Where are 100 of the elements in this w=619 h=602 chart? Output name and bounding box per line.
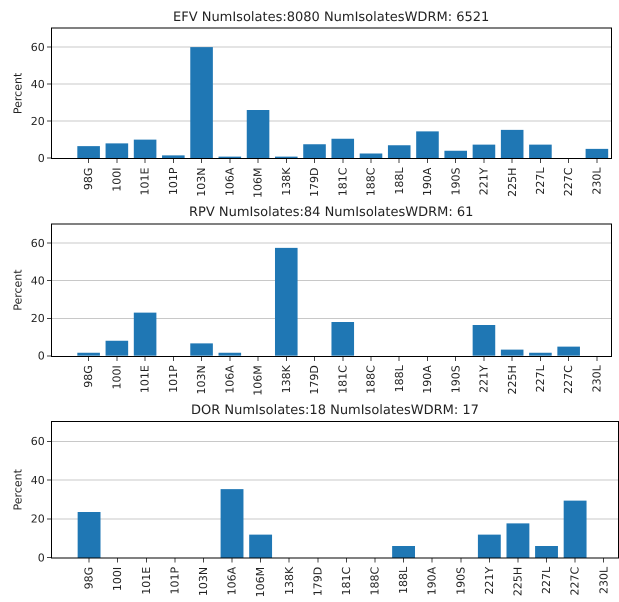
bar <box>274 248 298 356</box>
x-tick-label: 106A <box>223 167 236 196</box>
bar <box>106 143 128 158</box>
x-tick-label: 101P <box>168 566 182 594</box>
bar <box>331 138 354 158</box>
x-tick-label: 188L <box>397 566 410 594</box>
x-tick-label: 225H <box>506 168 519 197</box>
x-tick-label: 100I <box>111 566 124 592</box>
x-tick-label: 181C <box>340 566 353 596</box>
bar <box>134 312 156 356</box>
bar <box>535 546 558 558</box>
bar <box>360 154 382 158</box>
x-tick-label: 106A <box>223 364 236 394</box>
bar <box>586 148 608 158</box>
x-tick-label: 227L <box>534 166 547 195</box>
x-tick-label: 103N <box>195 365 208 394</box>
y-tick-label: 40 <box>30 78 45 92</box>
y-tick-label: 20 <box>30 114 45 128</box>
bar <box>557 346 580 356</box>
bar <box>500 130 524 158</box>
x-tick-label: 188L <box>392 166 406 195</box>
x-tick-label: 190S <box>449 365 462 394</box>
bar <box>220 489 244 558</box>
bar <box>162 155 185 158</box>
bar <box>249 534 272 558</box>
bar <box>416 131 439 158</box>
x-tick-label: 188C <box>364 364 378 394</box>
x-tick-label: 101E <box>138 365 152 394</box>
y-tick-label: 20 <box>30 512 45 526</box>
x-tick-label: 106M <box>252 365 265 396</box>
chart-title: DOR NumIsolates:18 NumIsolatesWDRM: 17 <box>191 403 479 418</box>
x-tick-label: 181C <box>336 364 350 394</box>
x-tick-label: 221Y <box>482 566 496 595</box>
x-tick-label: 190A <box>426 566 439 596</box>
x-tick-label: 100I <box>110 168 124 192</box>
x-tick-label: 179D <box>311 566 324 596</box>
x-tick-label: 179D <box>308 168 322 198</box>
y-tick-label: 40 <box>30 474 45 487</box>
x-tick-label: 103N <box>195 168 208 197</box>
bar <box>190 47 213 158</box>
bar <box>106 340 128 356</box>
x-tick-label: 101P <box>166 167 180 196</box>
y-axis-title: Percent <box>11 72 24 114</box>
y-tick-label: 0 <box>38 350 45 363</box>
bar <box>472 144 496 158</box>
bar <box>331 322 354 356</box>
x-tick-label: 190A <box>421 167 434 196</box>
bar <box>388 145 411 158</box>
x-tick-label: 230L <box>590 166 604 195</box>
y-tick-label: 40 <box>30 274 45 288</box>
x-tick-label: 100I <box>110 365 124 390</box>
bar <box>246 110 270 158</box>
y-tick-label: 0 <box>38 152 45 165</box>
x-tick-label: 106M <box>254 566 268 598</box>
x-tick-label: 101E <box>138 167 152 196</box>
bar <box>500 350 524 356</box>
x-tick-label: 138K <box>280 166 293 196</box>
x-tick-label: 227C <box>568 566 582 596</box>
x-tick-label: 101P <box>166 364 180 393</box>
x-tick-label: 225H <box>506 365 519 394</box>
x-tick-label: 227L <box>534 364 547 392</box>
x-tick-label: 98G <box>82 566 96 590</box>
x-tick-label: 98G <box>82 168 96 190</box>
y-axis-title: Percent <box>11 468 24 510</box>
x-tick-label: 188L <box>392 364 406 392</box>
y-tick-label: 60 <box>30 41 45 54</box>
x-tick-label: 221Y <box>478 167 491 196</box>
y-tick-label: 60 <box>30 236 45 250</box>
x-tick-label: 98G <box>82 365 96 388</box>
y-axis-title: Percent <box>11 268 24 311</box>
y-tick-label: 0 <box>38 551 45 564</box>
x-tick-label: 190A <box>421 364 434 394</box>
x-tick-label: 103N <box>197 566 210 596</box>
y-tick-label: 60 <box>30 435 45 448</box>
chart-title: EFV NumIsolates:8080 NumIsolatesWDRM: 6521 <box>173 10 490 25</box>
chart-title: RPV NumIsolates:84 NumIsolatesWDRM: 61 <box>189 205 474 220</box>
x-tick-label: 179D <box>308 365 322 395</box>
x-tick-label: 188C <box>368 566 382 596</box>
bar <box>472 325 496 356</box>
x-tick-label: 106A <box>226 566 239 596</box>
x-tick-label: 190S <box>454 566 468 595</box>
bar <box>190 343 213 356</box>
bar <box>478 534 501 558</box>
x-tick-label: 188C <box>364 167 378 196</box>
bar <box>134 140 156 158</box>
x-tick-label: 221Y <box>478 364 491 393</box>
x-tick-label: 106M <box>252 168 265 198</box>
x-tick-label: 138K <box>282 566 296 596</box>
bar <box>77 146 100 158</box>
x-tick-label: 138K <box>280 364 293 394</box>
bar <box>392 546 416 558</box>
x-tick-label: 227L <box>540 566 554 594</box>
x-tick-label: 230L <box>597 566 610 594</box>
bar <box>529 144 552 158</box>
bar <box>506 523 530 558</box>
x-tick-label: 225H <box>512 566 525 596</box>
bar <box>303 144 326 158</box>
bar <box>564 500 587 558</box>
x-tick-label: 181C <box>336 167 350 196</box>
x-tick-label: 227C <box>562 167 576 196</box>
